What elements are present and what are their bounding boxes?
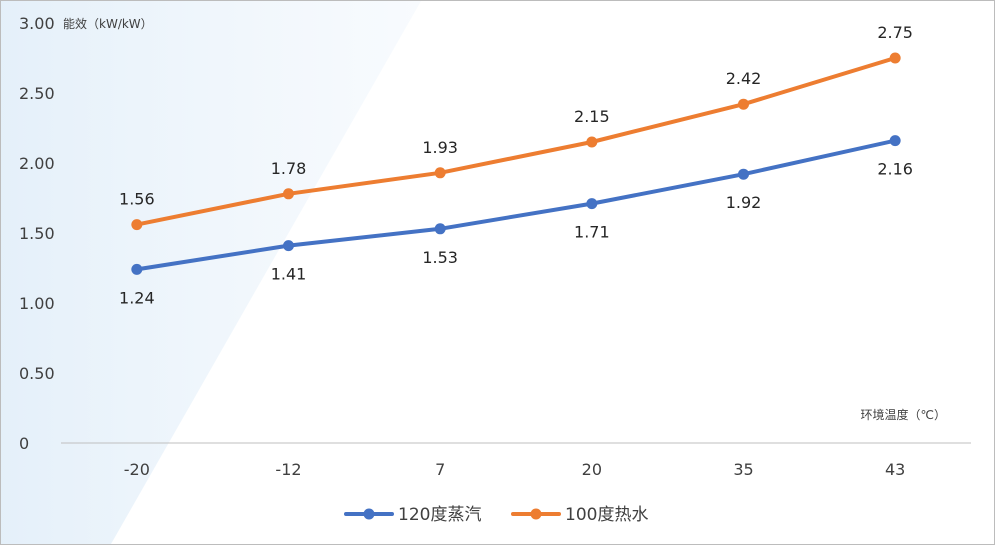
x-tick-label: 20 [582, 460, 602, 479]
y-tick-label: 2.50 [19, 84, 55, 103]
data-point [889, 52, 901, 64]
y-tick-label: 0 [19, 434, 29, 453]
x-tick-label: 35 [733, 460, 753, 479]
data-label: 1.78 [271, 159, 307, 178]
data-point [738, 168, 749, 180]
y-tick-label: 0.50 [19, 364, 55, 383]
y-tick-label: 2.00 [19, 154, 55, 173]
data-point [434, 223, 446, 235]
x-tick-label: -20 [124, 460, 150, 479]
y-tick-label: 3.00 [19, 14, 55, 33]
series-line [134, 138, 898, 272]
data-point [283, 240, 294, 252]
data-point [434, 167, 446, 179]
data-label: 2.42 [726, 69, 762, 88]
data-label: 1.93 [422, 138, 458, 157]
y-tick-label: 1.50 [19, 224, 55, 243]
data-label: 2.16 [877, 160, 913, 179]
data-label: 1.24 [119, 288, 155, 307]
data-label: 1.53 [422, 248, 458, 267]
legend-swatch-marker [530, 508, 542, 520]
x-tick-label: 43 [885, 460, 905, 479]
data-point [586, 136, 598, 148]
data-label: 1.41 [271, 265, 307, 284]
data-label: 1.56 [119, 190, 155, 209]
y-tick-label: 1.00 [19, 294, 55, 313]
data-label: 1.92 [726, 193, 762, 212]
data-label: 2.15 [574, 107, 610, 126]
series-line [134, 56, 898, 227]
data-point [738, 98, 749, 110]
background-band [1, 1, 421, 544]
y-axis-label: 能效（kW/kW） [63, 16, 153, 31]
data-label: 1.71 [574, 223, 610, 242]
data-label: 2.75 [877, 23, 913, 42]
data-point [586, 198, 598, 210]
data-point [283, 188, 294, 200]
legend-label: 120度蒸汽 [398, 505, 481, 525]
data-point [131, 219, 143, 231]
data-point [131, 263, 143, 275]
data-point [889, 135, 901, 147]
legend-label: 100度热水 [565, 505, 648, 525]
x-tick-label: -12 [275, 460, 301, 479]
x-axis-label: 环境温度（℃） [861, 407, 946, 422]
legend-swatch-marker [363, 508, 375, 520]
x-tick-label: 7 [435, 460, 445, 479]
